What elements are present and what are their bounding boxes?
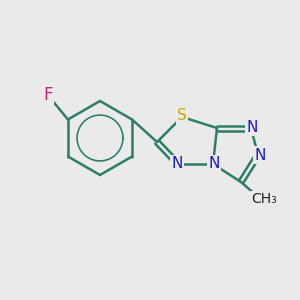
Text: N: N bbox=[171, 157, 183, 172]
Text: S: S bbox=[177, 107, 187, 122]
Text: N: N bbox=[246, 119, 258, 134]
Text: N: N bbox=[208, 157, 220, 172]
Text: F: F bbox=[43, 85, 53, 103]
Text: CH₃: CH₃ bbox=[251, 192, 277, 206]
Text: N: N bbox=[254, 148, 266, 163]
